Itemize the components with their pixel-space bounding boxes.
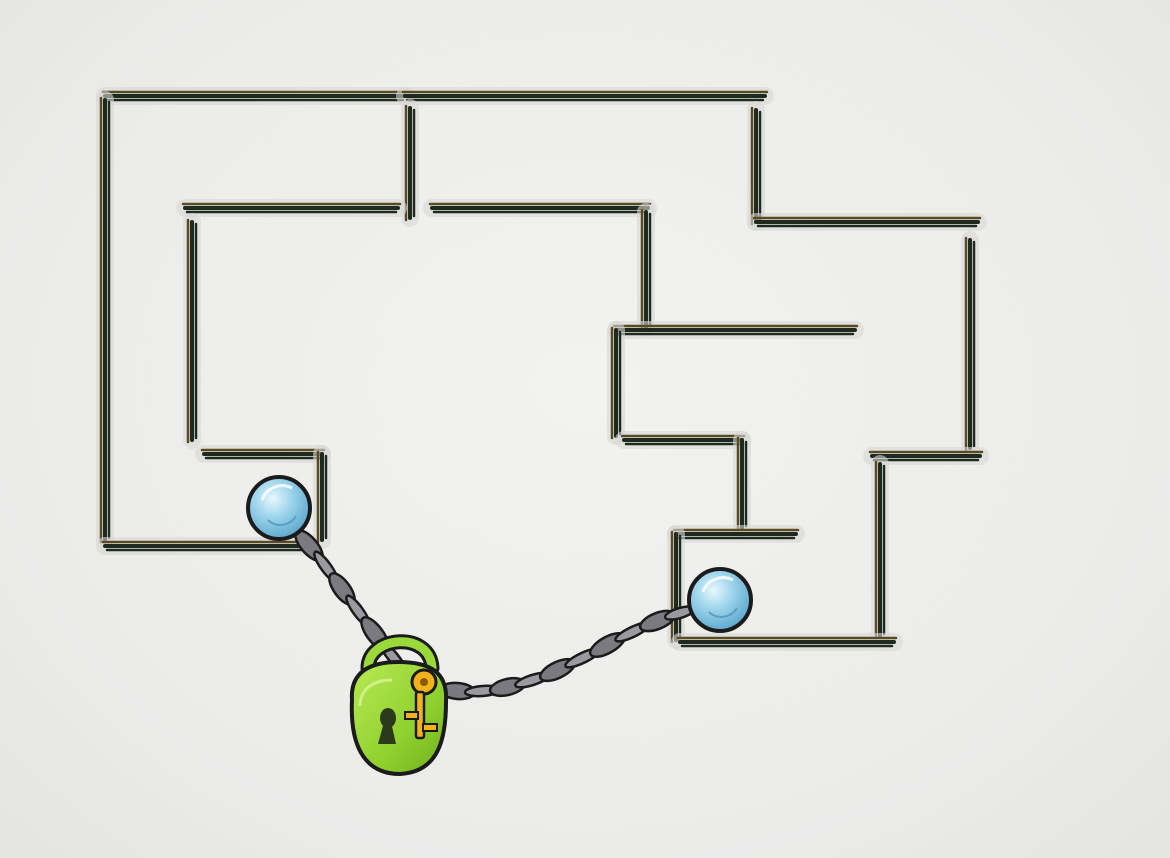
maze-wall	[863, 447, 989, 465]
maze-wall	[637, 203, 655, 337]
padlock-icon	[349, 634, 449, 777]
key-icon[interactable]	[404, 668, 438, 740]
maze-wall	[961, 231, 979, 457]
maze-wall	[313, 445, 331, 549]
maze-wall	[747, 101, 765, 231]
maze-wall	[423, 199, 657, 217]
maze-wall	[607, 321, 625, 445]
chain-icon	[294, 529, 697, 701]
maze-wall	[195, 445, 331, 463]
maze-wall	[667, 525, 805, 543]
maze-wall	[96, 537, 314, 555]
maze-wall	[667, 525, 685, 649]
maze-wall	[176, 199, 407, 217]
maze-wall	[396, 87, 774, 105]
maze-wall	[607, 321, 864, 339]
maze-walls	[96, 87, 989, 651]
maze-wall	[615, 431, 751, 449]
maze-wall	[671, 633, 903, 651]
maze-wall	[96, 91, 114, 549]
maze-wall	[183, 213, 201, 449]
maze-wall	[747, 213, 987, 231]
left-water-ball-icon[interactable]	[246, 475, 312, 541]
maze-wall	[733, 431, 751, 537]
maze-wall	[871, 455, 889, 645]
maze-wall	[401, 99, 419, 227]
right-water-ball-icon[interactable]	[687, 567, 753, 633]
maze-wall	[96, 87, 414, 105]
